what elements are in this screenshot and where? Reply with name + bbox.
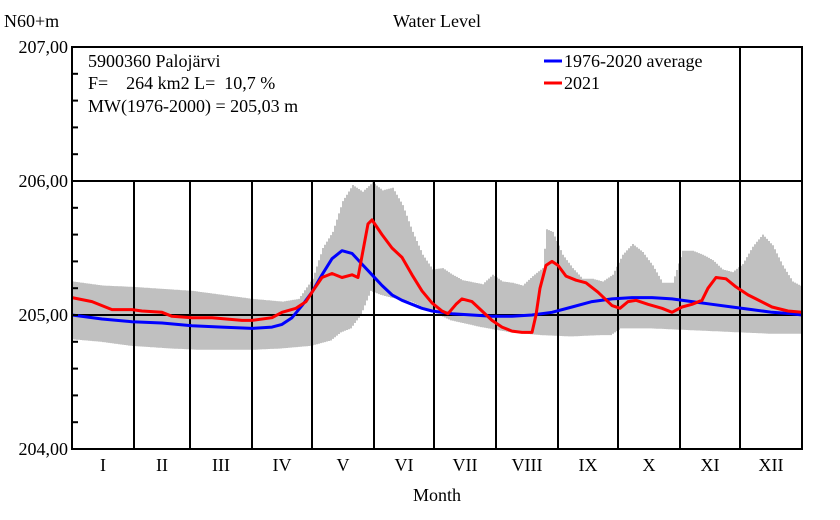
x-tick-label: II [156,455,168,475]
x-tick-label: VI [395,455,414,475]
grid-layer [72,47,802,449]
x-tick-label: XII [759,455,784,475]
y-tick-label: 205,00 [19,305,69,325]
y-axis-unit-label: N60+m [4,11,59,31]
series-layer [71,218,803,334]
x-tick-label: IX [579,455,598,475]
y-tick-label: 204,00 [19,439,69,459]
x-axis-label: Month [413,485,461,505]
info-area: F= 264 km2 L= 10,7 % [88,73,275,93]
y-tick-layer: 207,00 206,00 205,00 204,00 [19,37,78,459]
legend-label-2021: 2021 [564,73,600,93]
y-tick-label: 206,00 [19,171,69,191]
info-box: 5900360 Palojärvi F= 264 km2 L= 10,7 % M… [88,51,298,117]
x-tick-label: X [643,455,656,475]
series-line-2021 [71,218,803,334]
series-line-1976-2020-average [71,249,803,330]
x-tick-label: V [337,455,350,475]
x-tick-layer: I II III IV V VI VII VIII IX X XI XII [100,455,784,475]
info-station: 5900360 Palojärvi [88,51,221,71]
frame-layer [71,46,803,450]
chart-title: Water Level [393,11,481,31]
y-tick-label: 207,00 [19,37,69,57]
x-tick-label: XI [701,455,720,475]
x-tick-label: VII [453,455,478,475]
legend: 1976-2020 average 2021 [544,51,702,93]
x-tick-label: I [100,455,106,475]
x-tick-label: IV [273,455,292,475]
plot-frame [71,46,803,450]
legend-label-average: 1976-2020 average [564,51,702,71]
x-tick-label: VIII [512,455,543,475]
info-mean-level: MW(1976-2000) = 205,03 m [88,96,298,117]
x-tick-label: III [212,455,230,475]
